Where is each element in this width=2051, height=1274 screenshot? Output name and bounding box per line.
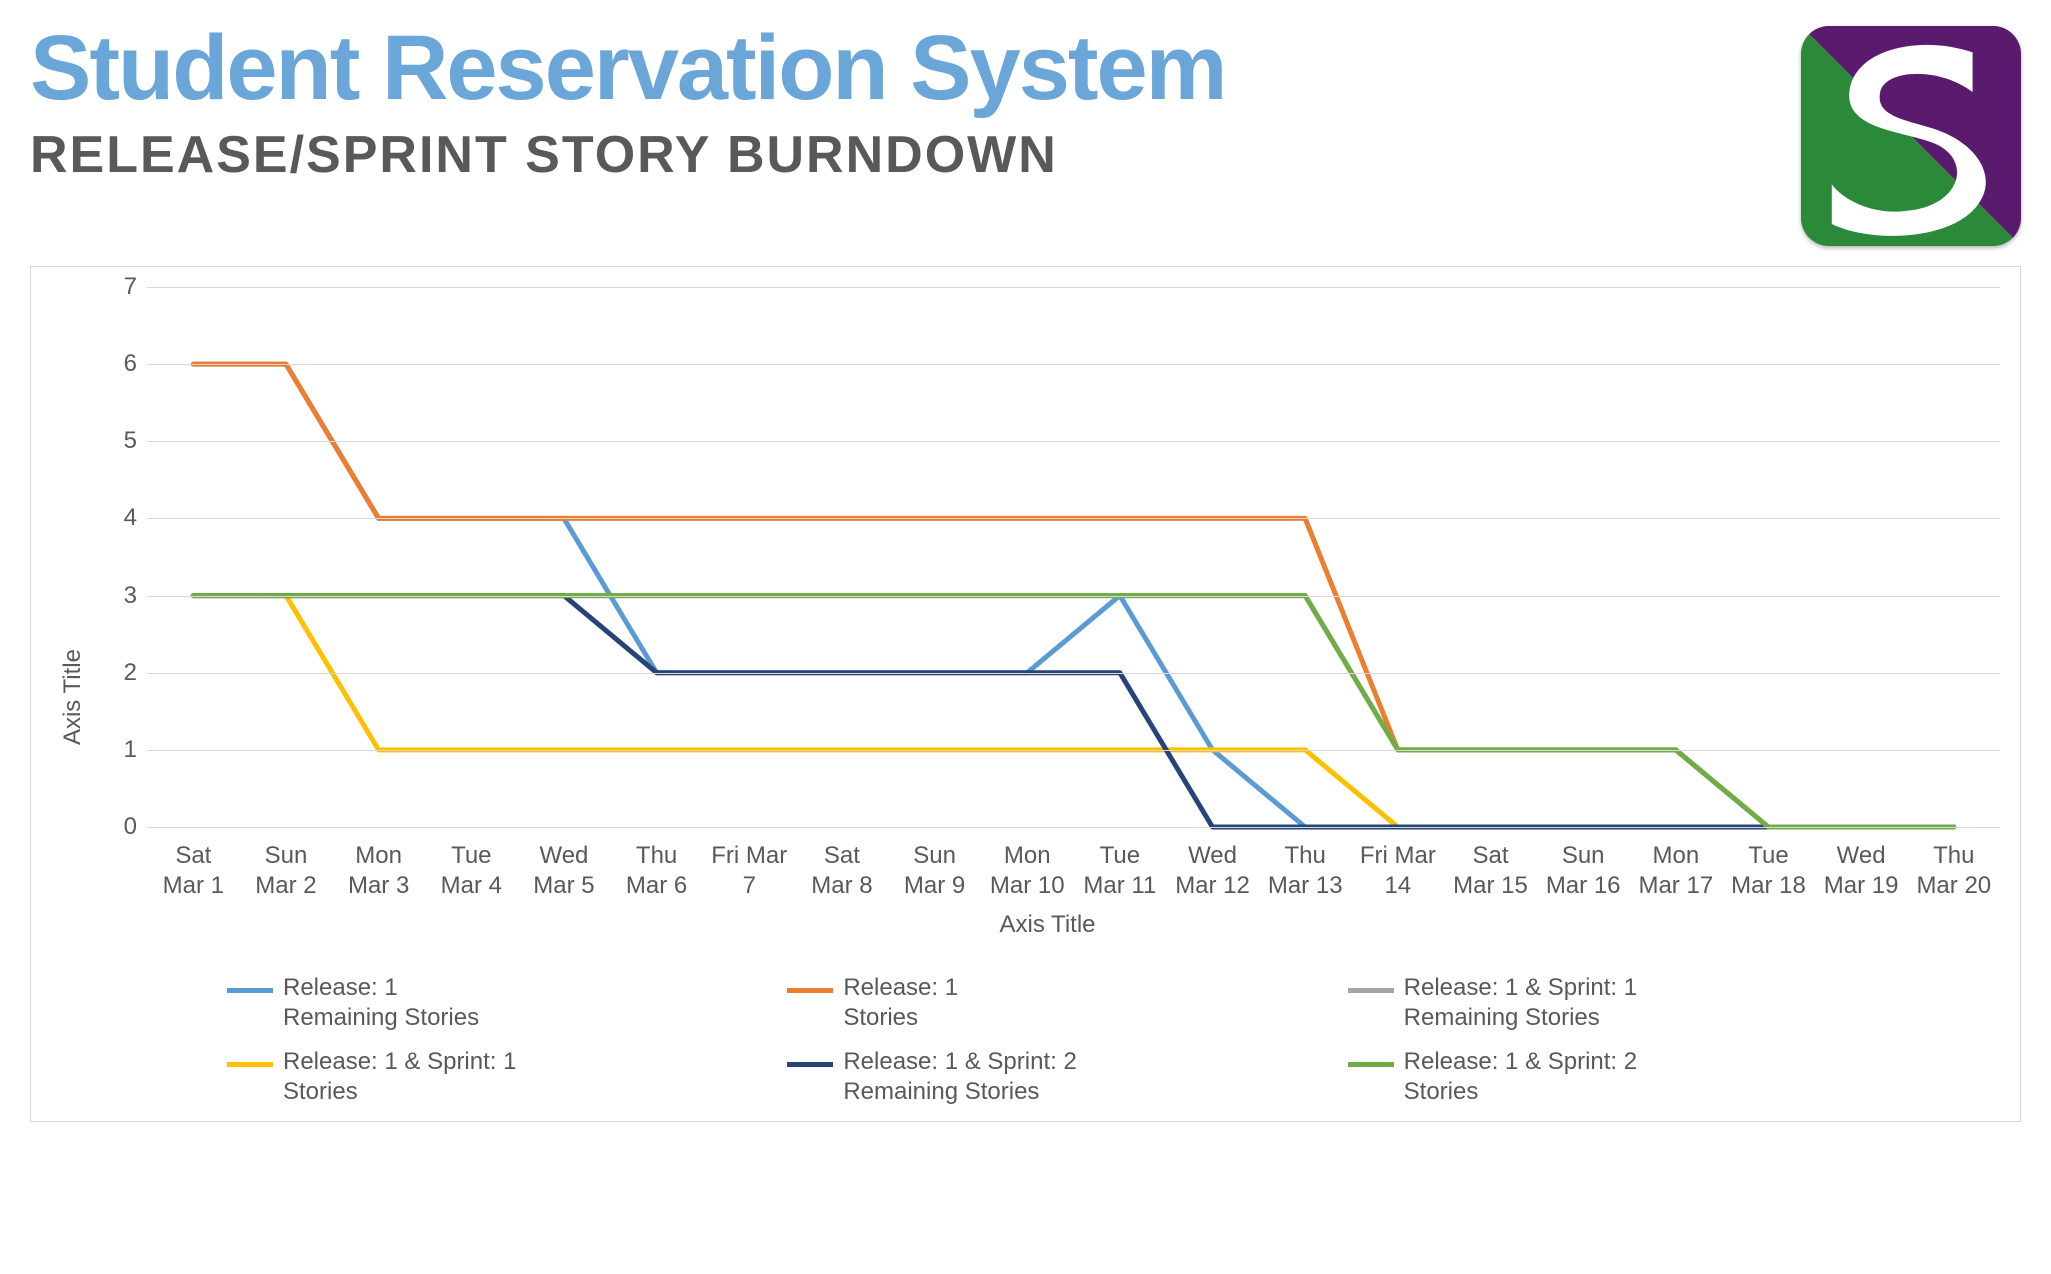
series-line [193,596,1953,827]
x-tick: Sun Mar 9 [888,841,981,901]
y-tick: 4 [124,504,137,532]
x-tick: Mon Mar 3 [332,841,425,901]
x-tick: Sat Mar 8 [796,841,889,901]
x-tick: Fri Mar 7 [703,841,796,901]
legend-item: Release: 1 Stories [787,973,1307,1033]
x-tick: Fri Mar 14 [1352,841,1445,901]
chart-body: Axis Title 01234567 Sat Mar 1Sun Mar 2Mo… [51,287,2000,1107]
legend-swatch [227,988,273,993]
plot-wrap: 01234567 Sat Mar 1Sun Mar 2Mon Mar 3Tue … [95,287,2000,1107]
x-tick: Wed Mar 19 [1815,841,1908,901]
gridline [147,827,2000,828]
y-tick: 1 [124,736,137,764]
gridline [147,441,2000,442]
legend-label: Release: 1 & Sprint: 2 Stories [1404,1047,1637,1107]
x-tick: Sat Mar 15 [1444,841,1537,901]
legend-label: Release: 1 Remaining Stories [283,973,479,1033]
legend-label: Release: 1 & Sprint: 2 Remaining Stories [843,1047,1076,1107]
brand-logo-icon [1801,26,2021,246]
legend-item: Release: 1 Remaining Stories [227,973,747,1033]
y-tick: 6 [124,350,137,378]
y-tick: 2 [124,659,137,687]
x-tick: Wed Mar 12 [1166,841,1259,901]
legend-label: Release: 1 Stories [843,973,958,1033]
header-text-block: Student Reservation System RELEASE/SPRIN… [30,20,1781,185]
legend-item: Release: 1 & Sprint: 2 Remaining Stories [787,1047,1307,1107]
burndown-chart: Axis Title 01234567 Sat Mar 1Sun Mar 2Mo… [30,266,2021,1122]
legend-swatch [1348,988,1394,993]
x-axis-ticks: Sat Mar 1Sun Mar 2Mon Mar 3Tue Mar 4Wed … [147,841,2000,901]
brand-logo-svg [1801,26,2021,246]
x-axis-label: Axis Title [95,911,2000,939]
x-tick: Mon Mar 17 [1630,841,1723,901]
x-tick: Thu Mar 6 [610,841,703,901]
x-tick: Sun Mar 16 [1537,841,1630,901]
page-title: Student Reservation System [30,20,1781,117]
x-tick: Wed Mar 5 [518,841,611,901]
chart-legend: Release: 1 Remaining Stories Release: 1 S… [147,973,1948,1107]
x-tick: Mon Mar 10 [981,841,1074,901]
gridline [147,750,2000,751]
legend-swatch [787,988,833,993]
y-axis-label: Axis Title [51,649,95,745]
legend-item: Release: 1 & Sprint: 1 Remaining Stories [1348,973,1868,1033]
y-axis-ticks: 01234567 [95,287,143,827]
plot-area [147,287,2000,827]
legend-item: Release: 1 & Sprint: 1 Stories [227,1047,747,1107]
series-line [193,596,1953,827]
y-tick: 7 [124,273,137,301]
x-tick: Thu Mar 20 [1907,841,2000,901]
legend-label: Release: 1 & Sprint: 1 Stories [283,1047,516,1107]
legend-item: Release: 1 & Sprint: 2 Stories [1348,1047,1868,1107]
series-line [193,596,1953,827]
series-lines [147,287,2000,827]
y-tick: 0 [124,813,137,841]
x-tick: Thu Mar 13 [1259,841,1352,901]
x-tick: Tue Mar 11 [1074,841,1167,901]
gridline [147,596,2000,597]
x-tick: Tue Mar 4 [425,841,518,901]
header: Student Reservation System RELEASE/SPRIN… [30,20,2021,246]
x-tick: Tue Mar 18 [1722,841,1815,901]
legend-swatch [227,1062,273,1067]
x-tick: Sun Mar 2 [240,841,333,901]
gridline [147,518,2000,519]
x-tick: Sat Mar 1 [147,841,240,901]
legend-swatch [787,1062,833,1067]
series-line [193,596,1953,827]
page-subtitle: RELEASE/SPRINT STORY BURNDOWN [30,125,1781,185]
y-tick: 5 [124,427,137,455]
gridline [147,673,2000,674]
y-tick: 3 [124,582,137,610]
legend-swatch [1348,1062,1394,1067]
legend-label: Release: 1 & Sprint: 1 Remaining Stories [1404,973,1637,1033]
gridline [147,364,2000,365]
gridline [147,287,2000,288]
